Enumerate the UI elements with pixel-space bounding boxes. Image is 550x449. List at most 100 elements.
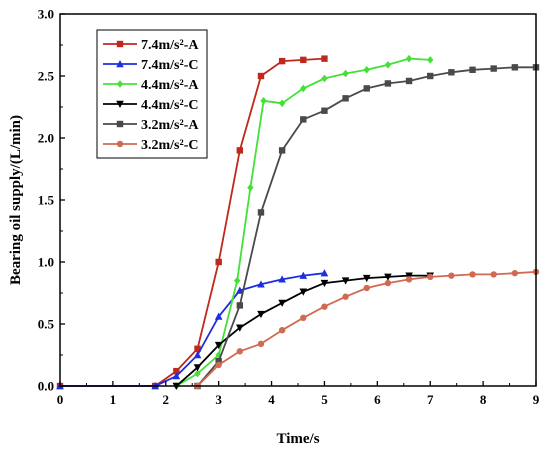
data-point: [342, 69, 349, 78]
y-tick-label: 1.5: [38, 193, 55, 208]
y-tick-label: 2.5: [38, 69, 55, 84]
data-point: [427, 273, 434, 281]
data-point: [405, 54, 413, 63]
data-point: [214, 312, 223, 320]
y-tick-label: 0.5: [38, 317, 55, 332]
data-point: [321, 55, 328, 62]
data-point: [321, 303, 328, 310]
x-tick-label: 8: [480, 392, 487, 407]
data-point: [278, 99, 286, 108]
y-tick-label: 0.0: [38, 379, 54, 394]
data-point: [236, 286, 244, 294]
data-point: [320, 279, 329, 288]
data-point: [300, 56, 307, 64]
data-point: [405, 276, 413, 283]
data-point: [233, 276, 241, 285]
data-point: [448, 69, 455, 76]
data-point: [384, 279, 392, 287]
data-point: [278, 327, 286, 334]
data-point: [236, 302, 244, 309]
y-tick-label: 2.0: [38, 131, 54, 146]
x-tick-label: 3: [215, 392, 222, 407]
legend-marker: [116, 60, 124, 68]
x-tick-label: 9: [533, 392, 540, 407]
legend-label: 4.4m/s²-C: [141, 98, 198, 113]
data-point: [300, 116, 307, 123]
data-point: [247, 183, 254, 192]
legend-label: 7.4m/s²-A: [141, 38, 199, 53]
data-point: [300, 314, 307, 321]
data-point: [257, 340, 265, 348]
legend-label: 3.2m/s²-C: [141, 138, 198, 153]
data-point: [384, 80, 392, 87]
data-point: [257, 280, 265, 288]
data-point: [173, 367, 180, 375]
data-point: [362, 274, 371, 283]
data-point: [193, 364, 202, 372]
data-point: [321, 107, 328, 114]
data-point: [215, 258, 222, 266]
data-point: [405, 272, 413, 280]
legend-box: [96, 29, 208, 159]
legend-item: 7.4m/s²-A: [103, 38, 199, 53]
data-point: [236, 348, 244, 355]
data-point: [278, 275, 286, 283]
series-line: [60, 57, 325, 387]
legend-item: 7.4m/s²-C: [103, 58, 198, 73]
data-point: [278, 57, 286, 65]
x-tick-label: 6: [374, 392, 381, 407]
data-point: [405, 77, 413, 85]
data-point: [342, 95, 349, 102]
data-point: [194, 345, 201, 352]
data-point: [490, 271, 497, 278]
data-point: [278, 299, 286, 307]
legend-marker: [116, 120, 124, 128]
data-point: [236, 324, 244, 332]
data-point: [321, 74, 328, 83]
data-point: [384, 273, 392, 281]
legend-marker: [116, 140, 124, 148]
data-point: [469, 271, 476, 278]
legend-item: 3.2m/s²-C: [103, 138, 198, 153]
data-point: [384, 61, 392, 69]
data-point: [363, 66, 370, 74]
data-point: [215, 361, 222, 369]
legend-marker: [116, 40, 124, 48]
legend-label: 4.4m/s²-A: [141, 78, 199, 93]
data-point: [257, 209, 265, 216]
x-tick-label: 4: [268, 392, 275, 407]
x-tick-label: 1: [110, 392, 117, 407]
legend-item: 4.4m/s²-A: [103, 78, 199, 93]
x-tick-label: 0: [57, 392, 64, 407]
data-point: [320, 269, 329, 277]
data-point: [427, 72, 434, 80]
data-point: [342, 293, 349, 300]
legend-marker: [116, 80, 124, 88]
data-point: [257, 310, 265, 319]
data-point: [299, 288, 308, 296]
x-tick-label: 5: [321, 392, 328, 407]
legend-label: 3.2m/s²-A: [141, 118, 199, 133]
data-point: [236, 147, 244, 154]
data-point: [299, 271, 308, 279]
legend-item: 4.4m/s²-C: [103, 98, 198, 113]
data-point: [511, 269, 519, 277]
y-tick-label: 1.0: [38, 255, 54, 270]
x-tick-label: 7: [427, 392, 434, 407]
data-point: [214, 341, 223, 350]
data-point: [172, 372, 181, 380]
legend-marker: [116, 100, 124, 108]
data-point: [341, 277, 350, 285]
legend-label: 7.4m/s²-C: [141, 58, 198, 73]
axes: 0 1 2 3 4 5 6 7 8 9 0.0 0.5 1.0 1.5 2.0 2.5 3.0: [38, 7, 540, 408]
data-point: [278, 147, 286, 154]
data-point: [257, 72, 265, 80]
data-point: [193, 351, 202, 359]
data-point: [448, 272, 455, 279]
data-point: [490, 65, 497, 72]
data-point: [260, 97, 267, 105]
x-tick-label: 2: [163, 392, 170, 407]
x-axis-label: Time/s: [276, 431, 319, 447]
data-point: [427, 56, 434, 64]
